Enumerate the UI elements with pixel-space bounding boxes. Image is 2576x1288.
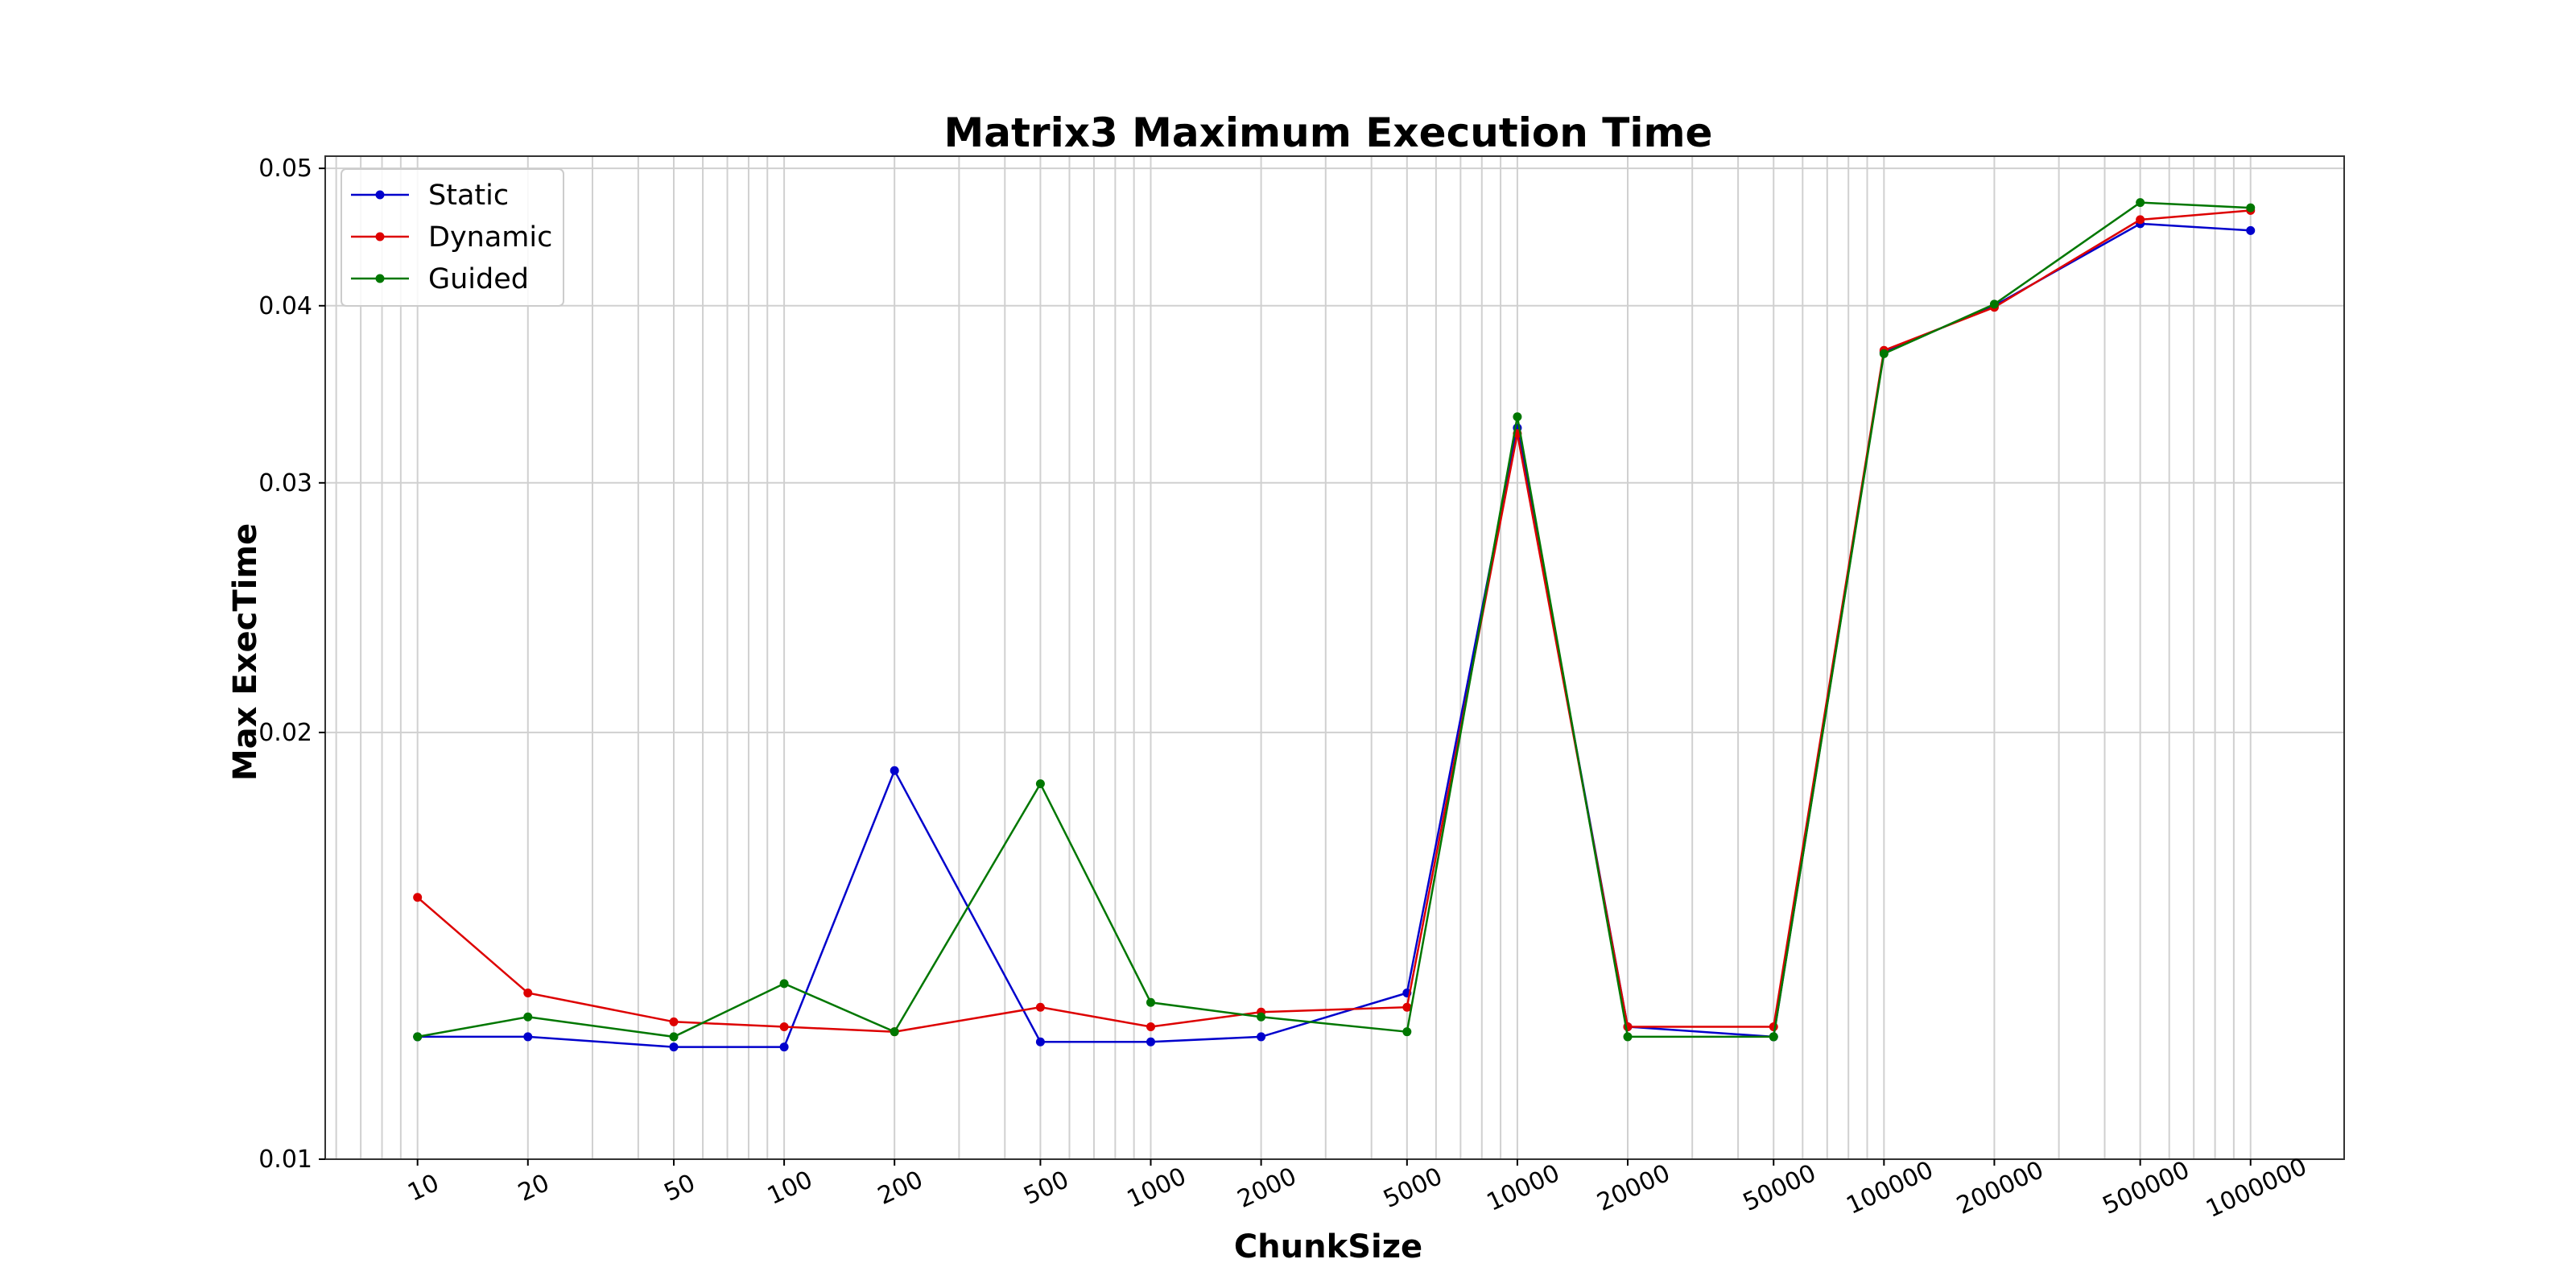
data-point-guided	[1402, 1027, 1412, 1037]
grid	[325, 156, 2344, 1160]
legend-marker-static	[375, 190, 385, 200]
legend-label-dynamic: Dynamic	[428, 221, 552, 254]
data-point-static	[523, 1032, 533, 1042]
data-point-dynamic	[1146, 1022, 1156, 1031]
data-point-static	[1146, 1037, 1156, 1046]
x-axis-label: ChunkSize	[1234, 1228, 1422, 1265]
data-point-guided	[1257, 1012, 1266, 1022]
data-point-guided	[1146, 997, 1156, 1007]
data-point-static	[1257, 1032, 1266, 1042]
series-line-guided	[417, 201, 2251, 1038]
data-point-guided	[1989, 299, 1999, 309]
data-point-guided	[779, 979, 789, 989]
legend-label-static: Static	[428, 180, 509, 212]
data-point-dynamic	[1402, 1002, 1412, 1012]
y-tick-label: 0.03	[258, 469, 312, 497]
axes-frame	[324, 155, 2345, 1160]
legend: Static Dynamic Guided	[341, 168, 564, 307]
data-point-static	[669, 1042, 679, 1052]
legend-box	[341, 168, 564, 307]
data-point-dynamic	[413, 893, 423, 902]
data-point-static	[890, 766, 899, 775]
data-point-guided	[2136, 198, 2145, 208]
data-point-dynamic	[2136, 215, 2145, 225]
data-point-guided	[1769, 1032, 1778, 1042]
data-point-dynamic	[669, 1017, 679, 1026]
data-point-guided	[1623, 1032, 1633, 1042]
data-point-static	[1035, 1037, 1045, 1046]
y-tick-label: 0.02	[258, 719, 312, 747]
y-tick-label: 0.05	[258, 155, 312, 183]
chart-title: Matrix3 Maximum Execution Time	[944, 109, 1713, 156]
legend-label-guided: Guided	[428, 263, 529, 295]
series-guided	[413, 198, 2256, 1042]
y-tick-label: 0.01	[258, 1146, 312, 1174]
y-tick-label: 0.04	[258, 292, 312, 320]
data-point-guided	[2246, 203, 2256, 213]
data-point-dynamic	[1035, 1002, 1045, 1012]
legend-marker-guided	[375, 274, 385, 283]
y-axis-label: Max ExecTime	[227, 523, 264, 781]
data-point-guided	[1035, 779, 1045, 789]
data-point-guided	[890, 1027, 899, 1037]
data-point-guided	[413, 1032, 423, 1042]
data-point-guided	[669, 1032, 679, 1042]
data-point-dynamic	[779, 1022, 789, 1031]
data-point-guided	[523, 1012, 533, 1022]
data-point-dynamic	[523, 988, 533, 997]
data-point-static	[2246, 225, 2256, 235]
legend-marker-dynamic	[375, 232, 385, 242]
plot-area	[413, 198, 2256, 1052]
data-point-static	[779, 1042, 789, 1052]
data-point-guided	[1879, 349, 1889, 358]
data-point-guided	[1513, 412, 1522, 422]
